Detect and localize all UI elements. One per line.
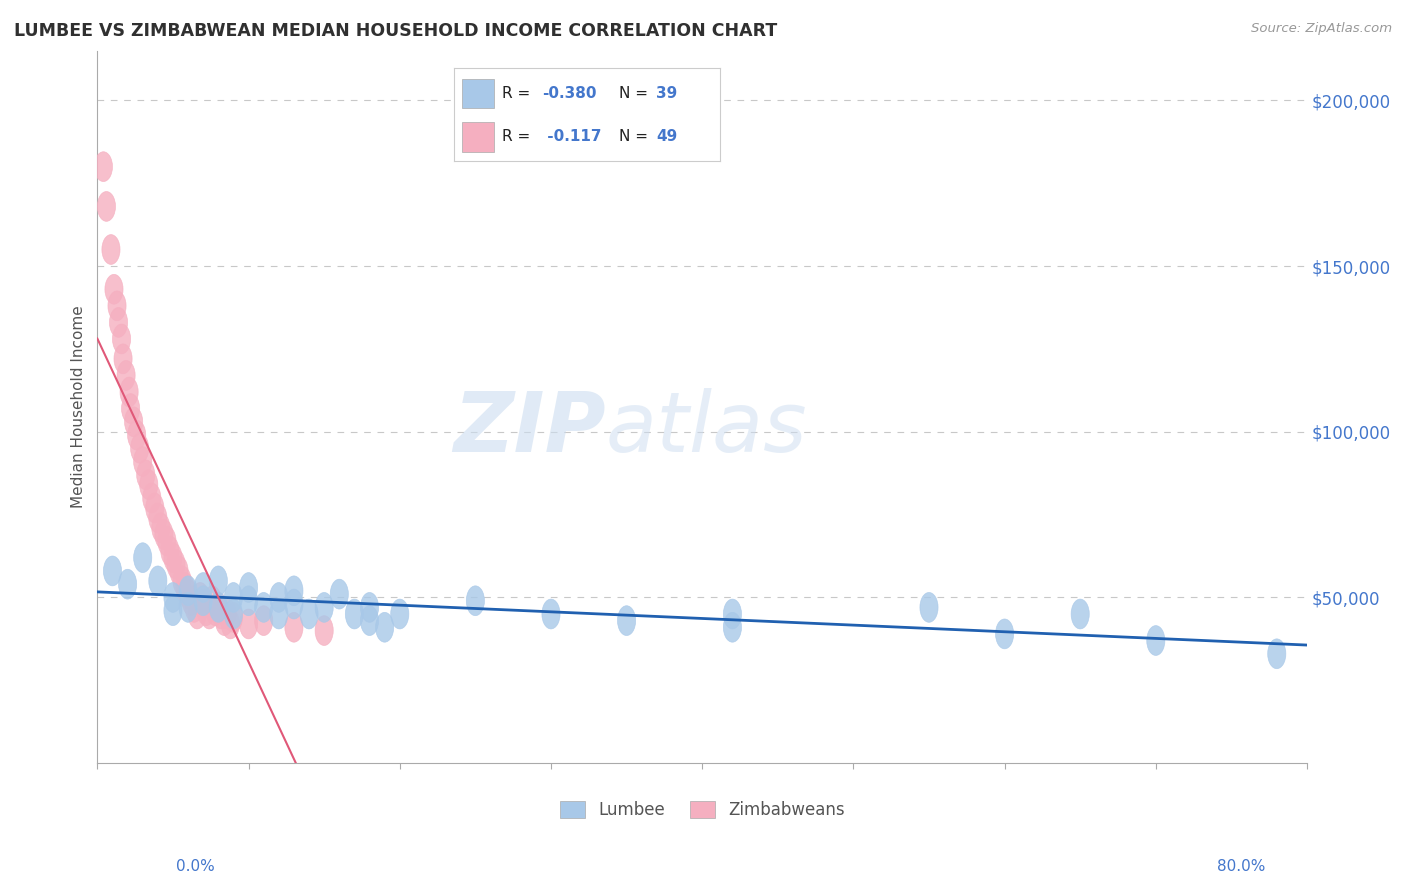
- Ellipse shape: [110, 308, 128, 337]
- Ellipse shape: [299, 599, 318, 629]
- Ellipse shape: [360, 606, 378, 636]
- Ellipse shape: [128, 420, 146, 450]
- Ellipse shape: [346, 599, 364, 629]
- Ellipse shape: [188, 599, 207, 629]
- Ellipse shape: [200, 599, 218, 629]
- Ellipse shape: [179, 576, 197, 606]
- Ellipse shape: [225, 602, 242, 632]
- Ellipse shape: [215, 606, 233, 636]
- Y-axis label: Median Household Income: Median Household Income: [72, 306, 86, 508]
- Ellipse shape: [112, 324, 131, 354]
- Ellipse shape: [165, 596, 181, 625]
- Ellipse shape: [118, 569, 136, 599]
- Ellipse shape: [191, 582, 209, 612]
- Ellipse shape: [209, 592, 228, 623]
- Ellipse shape: [212, 599, 231, 629]
- Ellipse shape: [117, 360, 135, 391]
- Ellipse shape: [94, 152, 112, 182]
- Legend: Lumbee, Zimbabweans: Lumbee, Zimbabweans: [553, 795, 852, 826]
- Ellipse shape: [723, 599, 741, 629]
- Ellipse shape: [173, 566, 191, 596]
- Ellipse shape: [209, 566, 228, 596]
- Ellipse shape: [617, 606, 636, 636]
- Ellipse shape: [723, 612, 741, 642]
- Ellipse shape: [285, 576, 304, 606]
- Ellipse shape: [920, 592, 938, 623]
- Ellipse shape: [176, 573, 194, 602]
- Ellipse shape: [125, 407, 143, 437]
- Ellipse shape: [165, 542, 181, 573]
- Ellipse shape: [152, 513, 170, 542]
- Text: ZIP: ZIP: [453, 388, 606, 469]
- Ellipse shape: [360, 592, 378, 623]
- Ellipse shape: [170, 556, 188, 586]
- Ellipse shape: [194, 573, 212, 602]
- Text: 80.0%: 80.0%: [1218, 859, 1265, 874]
- Ellipse shape: [194, 589, 212, 619]
- Ellipse shape: [108, 291, 127, 321]
- Ellipse shape: [160, 536, 179, 566]
- Ellipse shape: [204, 586, 221, 615]
- Text: atlas: atlas: [606, 388, 807, 469]
- Ellipse shape: [104, 556, 121, 586]
- Text: 0.0%: 0.0%: [176, 859, 215, 874]
- Ellipse shape: [375, 612, 394, 642]
- Ellipse shape: [179, 592, 197, 623]
- Ellipse shape: [315, 592, 333, 623]
- Ellipse shape: [146, 493, 165, 523]
- Ellipse shape: [121, 393, 139, 424]
- Text: LUMBEE VS ZIMBABWEAN MEDIAN HOUSEHOLD INCOME CORRELATION CHART: LUMBEE VS ZIMBABWEAN MEDIAN HOUSEHOLD IN…: [14, 22, 778, 40]
- Ellipse shape: [1071, 599, 1090, 629]
- Ellipse shape: [114, 344, 132, 374]
- Ellipse shape: [97, 192, 115, 221]
- Ellipse shape: [194, 586, 212, 615]
- Ellipse shape: [239, 609, 257, 639]
- Ellipse shape: [391, 599, 409, 629]
- Ellipse shape: [179, 579, 197, 609]
- Ellipse shape: [315, 615, 333, 646]
- Ellipse shape: [165, 582, 181, 612]
- Ellipse shape: [285, 612, 304, 642]
- Ellipse shape: [131, 434, 149, 463]
- Ellipse shape: [1268, 639, 1286, 669]
- Ellipse shape: [467, 586, 485, 615]
- Ellipse shape: [157, 526, 176, 556]
- Ellipse shape: [209, 592, 228, 623]
- Ellipse shape: [136, 460, 155, 490]
- Ellipse shape: [1147, 625, 1166, 656]
- Ellipse shape: [120, 377, 138, 407]
- Ellipse shape: [541, 599, 560, 629]
- Ellipse shape: [139, 470, 157, 500]
- Ellipse shape: [225, 582, 242, 612]
- Ellipse shape: [155, 519, 173, 549]
- Ellipse shape: [221, 609, 239, 639]
- Ellipse shape: [239, 573, 257, 602]
- Ellipse shape: [186, 592, 204, 623]
- Ellipse shape: [105, 275, 124, 304]
- Ellipse shape: [101, 235, 120, 264]
- Ellipse shape: [270, 599, 288, 629]
- Ellipse shape: [143, 483, 160, 513]
- Ellipse shape: [285, 589, 304, 619]
- Text: Source: ZipAtlas.com: Source: ZipAtlas.com: [1251, 22, 1392, 36]
- Ellipse shape: [254, 592, 273, 623]
- Ellipse shape: [167, 549, 186, 579]
- Ellipse shape: [207, 596, 225, 625]
- Ellipse shape: [197, 596, 215, 625]
- Ellipse shape: [330, 579, 349, 609]
- Ellipse shape: [134, 542, 152, 573]
- Ellipse shape: [995, 619, 1014, 648]
- Ellipse shape: [270, 582, 288, 612]
- Ellipse shape: [181, 586, 200, 615]
- Ellipse shape: [218, 599, 236, 629]
- Ellipse shape: [254, 606, 273, 636]
- Ellipse shape: [225, 599, 242, 629]
- Ellipse shape: [149, 503, 167, 533]
- Ellipse shape: [134, 447, 152, 476]
- Ellipse shape: [239, 586, 257, 615]
- Ellipse shape: [149, 566, 167, 596]
